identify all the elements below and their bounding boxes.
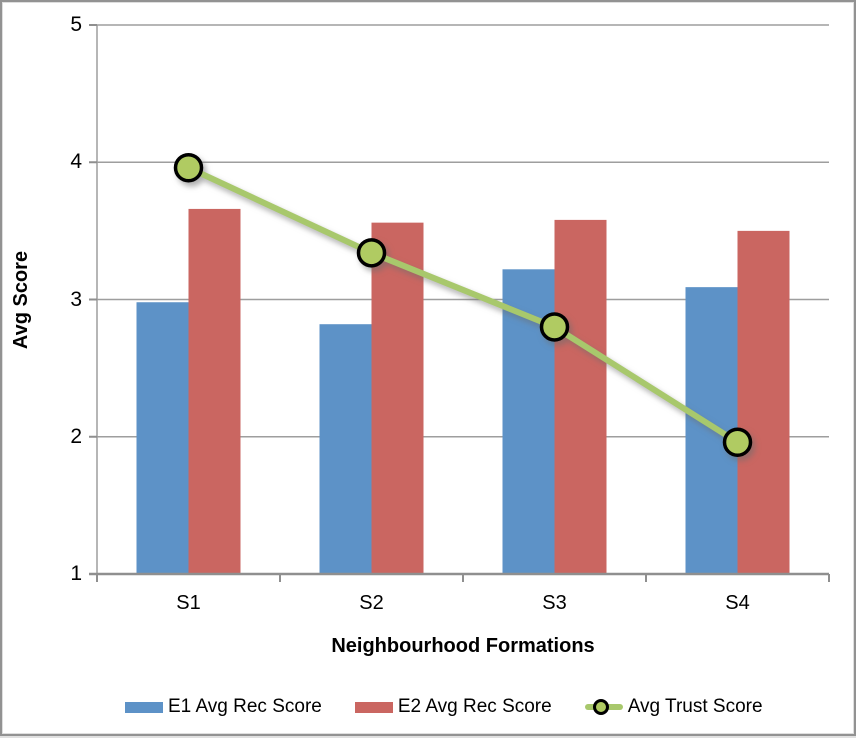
trust-marker-s1: [173, 152, 204, 183]
bar-e1-s1: [136, 302, 189, 574]
legend-item-e1: E1 Avg Rec Score: [125, 696, 322, 718]
y-tick-label-2: 2: [70, 424, 82, 448]
chart-legend: E1 Avg Rec Score E2 Avg Rec Score Avg Tr…: [125, 696, 763, 718]
bar-e2-s2: [371, 222, 424, 574]
legend-item-trust: Avg Trust Score: [584, 696, 763, 718]
x-category-label-s2: S2: [359, 592, 384, 614]
bar-e2-s1: [188, 208, 241, 575]
bar-e1-s2: [319, 324, 372, 574]
bar-e2-s3: [554, 219, 607, 574]
y-tick-label-1: 1: [70, 562, 82, 585]
legend-swatch-e1-bar: [125, 701, 163, 713]
trust-line: [185, 164, 741, 446]
plot-area: [89, 24, 830, 582]
y-tick-label-4: 4: [70, 150, 82, 174]
legend-swatch-trust-line-marker-icon: [584, 699, 623, 715]
bar-e2-s4: [737, 230, 790, 574]
legend-label-e2: E2 Avg Rec Score: [397, 696, 552, 717]
x-axis-title: Neighbourhood Formations: [331, 635, 595, 657]
x-category-label-s1: S1: [176, 592, 201, 614]
y-tick-label-5: 5: [70, 13, 82, 36]
y-tick-label-3: 3: [70, 287, 82, 311]
legend-label-trust: Avg Trust Score: [627, 696, 763, 717]
trust-line-group: [173, 152, 753, 457]
legend-item-e2: E2 Avg Rec Score: [354, 696, 552, 718]
trust-marker-s4: [722, 427, 753, 457]
x-category-label-s4: S4: [725, 592, 750, 614]
legend-label-e1: E1 Avg Rec Score: [168, 696, 322, 717]
legend-swatch-e2-bar: [354, 701, 393, 713]
trust-marker-s2: [356, 238, 387, 268]
x-category-label-s3: S3: [542, 592, 567, 614]
trust-marker-s3: [539, 312, 570, 342]
